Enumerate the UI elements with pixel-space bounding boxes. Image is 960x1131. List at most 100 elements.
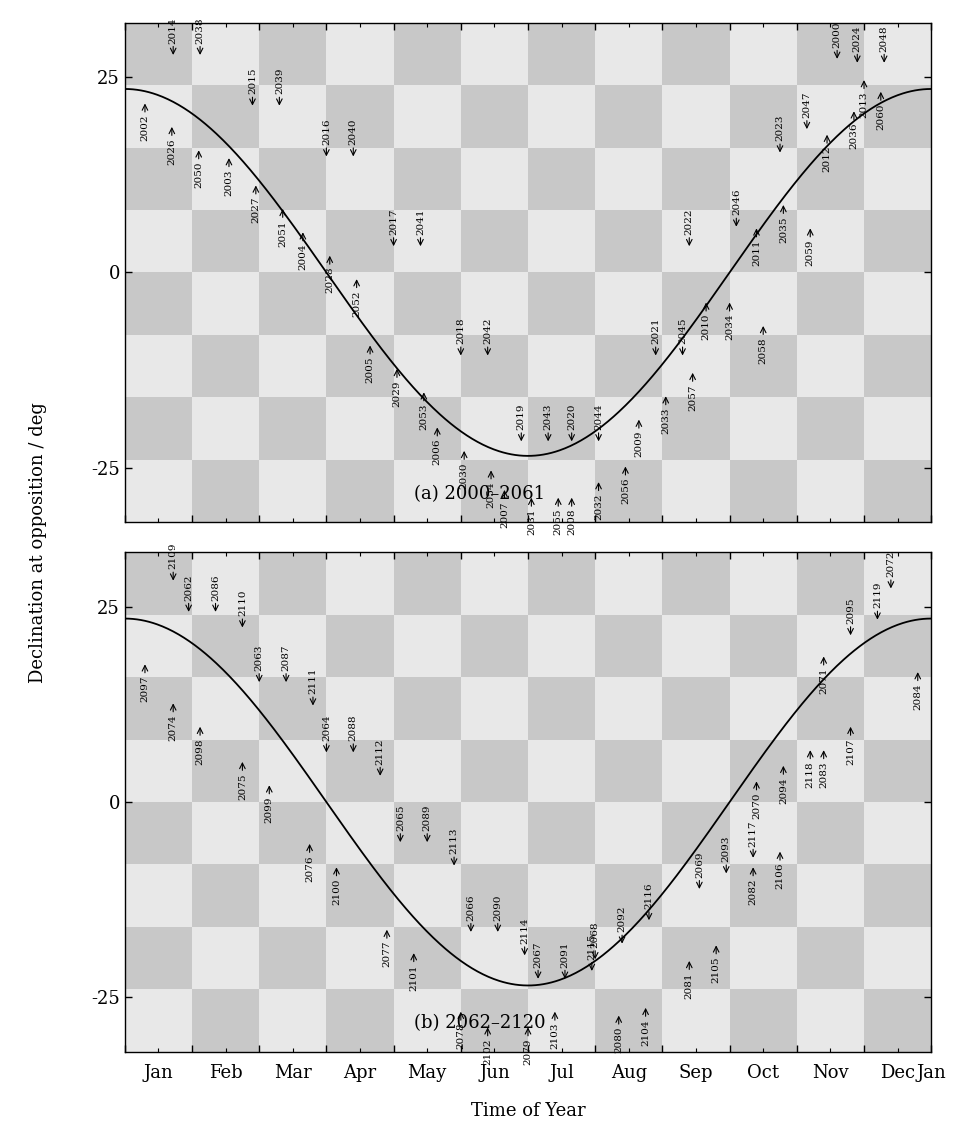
Bar [864, 490, 931, 552]
Bar [326, 397, 394, 460]
Bar [797, 273, 864, 335]
Bar [125, 864, 192, 927]
Bar [326, 335, 394, 397]
Bar [394, 677, 461, 740]
Bar [125, 490, 192, 552]
Bar [864, 0, 931, 23]
Text: (b) 2062–2120: (b) 2062–2120 [414, 1015, 545, 1033]
Bar [662, 210, 730, 273]
Bar [864, 23, 931, 85]
Text: 2030: 2030 [460, 463, 468, 489]
Bar [595, 927, 662, 990]
Text: 2041: 2041 [416, 208, 425, 235]
Text: Apr: Apr [344, 1063, 376, 1081]
Bar [326, 990, 394, 1052]
Bar [528, 460, 595, 523]
Text: 2009: 2009 [635, 431, 643, 457]
Text: 2007: 2007 [500, 501, 509, 528]
Text: 2056: 2056 [621, 477, 630, 504]
Bar [461, 552, 528, 614]
Bar [528, 147, 595, 210]
Bar [461, 273, 528, 335]
Bar [730, 802, 797, 864]
Bar [595, 802, 662, 864]
Bar [461, 990, 528, 1052]
Bar [394, 147, 461, 210]
Text: 2062: 2062 [184, 575, 193, 601]
Text: 2012: 2012 [823, 146, 831, 172]
Bar [125, 0, 192, 23]
Bar [192, 85, 259, 147]
Bar [259, 927, 326, 990]
Text: 2091: 2091 [561, 941, 569, 967]
Bar [192, 335, 259, 397]
Bar [797, 335, 864, 397]
Bar [259, 677, 326, 740]
Bar [461, 460, 528, 523]
Bar [662, 147, 730, 210]
Text: 2068: 2068 [590, 922, 600, 948]
Text: (a) 2000–2061: (a) 2000–2061 [414, 485, 545, 502]
Bar [326, 552, 394, 614]
Text: 2044: 2044 [594, 404, 603, 430]
Text: 2040: 2040 [348, 119, 358, 145]
Bar [461, 677, 528, 740]
Text: 2059: 2059 [805, 240, 815, 266]
Text: Oct: Oct [747, 1063, 780, 1081]
Text: 2100: 2100 [332, 879, 341, 905]
Bar [797, 460, 864, 523]
Bar [326, 85, 394, 147]
Text: 2111: 2111 [308, 667, 318, 694]
Bar [394, 335, 461, 397]
Bar [864, 740, 931, 802]
Bar [528, 802, 595, 864]
Bar [259, 0, 326, 23]
Bar [662, 397, 730, 460]
Bar [662, 273, 730, 335]
Bar [528, 990, 595, 1052]
Bar [595, 490, 662, 552]
Bar [461, 490, 528, 552]
Bar [394, 210, 461, 273]
Text: 2102: 2102 [483, 1038, 492, 1065]
Bar [730, 85, 797, 147]
Text: 2013: 2013 [859, 92, 869, 118]
Text: 2031: 2031 [527, 509, 536, 535]
Bar [528, 23, 595, 85]
Text: 2048: 2048 [879, 25, 889, 52]
Text: 2033: 2033 [661, 407, 670, 434]
Text: Jun: Jun [479, 1063, 510, 1081]
Text: 2067: 2067 [534, 941, 542, 967]
Text: 2064: 2064 [322, 715, 331, 741]
Bar [192, 0, 259, 23]
Text: 2103: 2103 [550, 1022, 560, 1050]
Bar [326, 273, 394, 335]
Bar [259, 85, 326, 147]
Text: Feb: Feb [208, 1063, 243, 1081]
Text: 2014: 2014 [169, 17, 178, 44]
Text: 2116: 2116 [644, 882, 654, 909]
Text: Dec: Dec [880, 1063, 915, 1081]
Bar [192, 927, 259, 990]
Text: 2075: 2075 [238, 774, 247, 800]
Bar [192, 802, 259, 864]
Bar [125, 460, 192, 523]
Bar [730, 990, 797, 1052]
Bar [595, 740, 662, 802]
Bar [662, 0, 730, 23]
Text: 2071: 2071 [819, 667, 828, 694]
Bar [125, 273, 192, 335]
Bar [394, 273, 461, 335]
Text: 2070: 2070 [752, 793, 761, 819]
Bar [394, 802, 461, 864]
Text: 2119: 2119 [873, 582, 882, 608]
Text: 2000: 2000 [832, 21, 842, 48]
Text: 2029: 2029 [393, 380, 401, 407]
Bar [528, 210, 595, 273]
Bar [595, 990, 662, 1052]
Text: Nov: Nov [812, 1063, 849, 1081]
Bar [662, 490, 730, 552]
Text: 2065: 2065 [396, 804, 405, 831]
Text: 2045: 2045 [678, 318, 687, 344]
Text: 2035: 2035 [779, 216, 788, 243]
